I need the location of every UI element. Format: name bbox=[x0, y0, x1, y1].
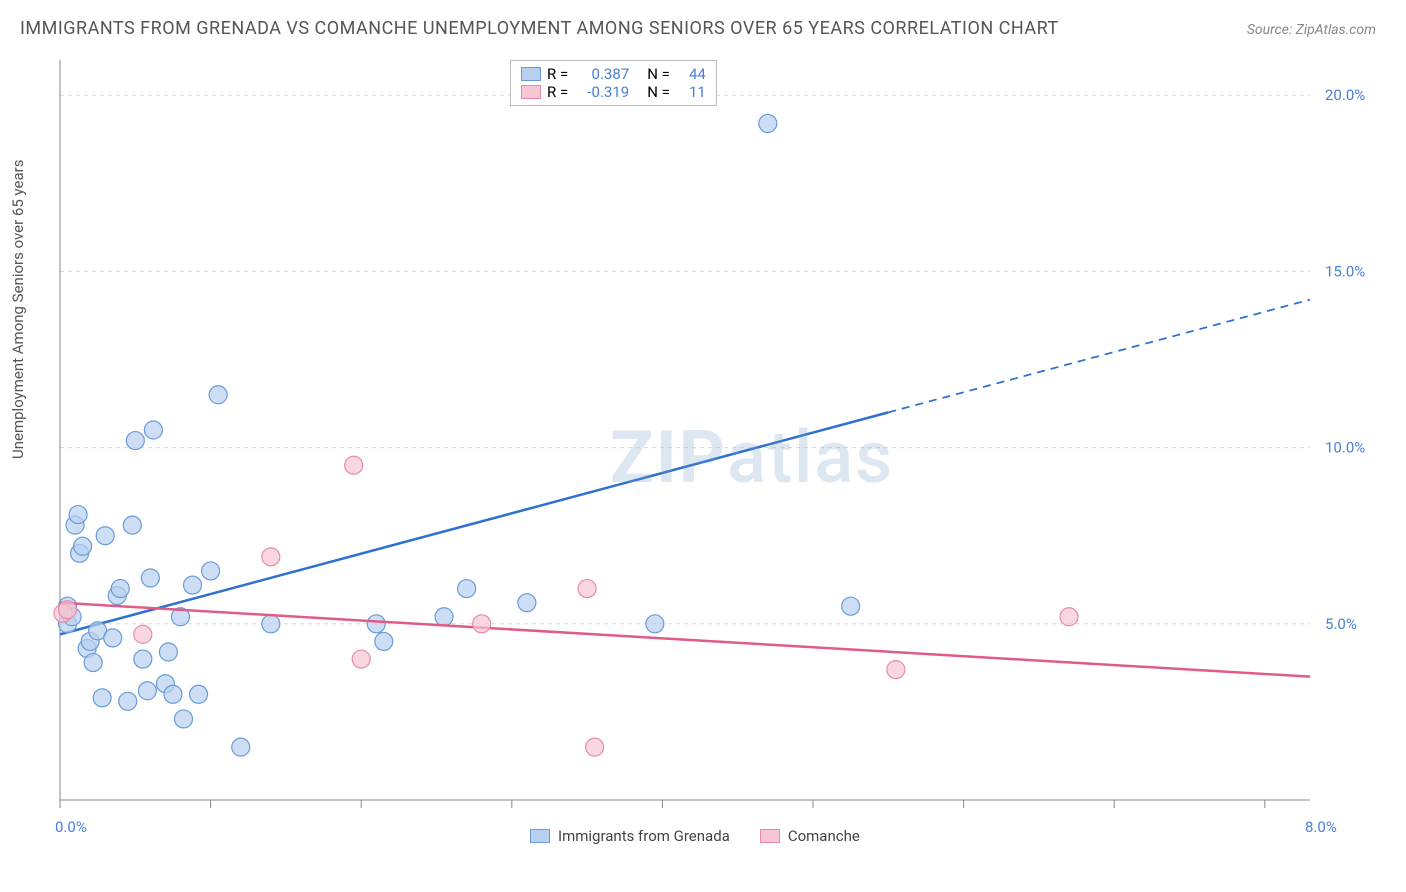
correlation-legend: R = 0.387 N = 44 R = -0.319 N = 11 bbox=[510, 60, 717, 106]
chart-source: Source: ZipAtlas.com bbox=[1247, 22, 1376, 38]
svg-text:15.0%: 15.0% bbox=[1325, 262, 1365, 280]
legend-row-comanche: R = -0.319 N = 11 bbox=[521, 83, 706, 101]
r-value: -0.319 bbox=[574, 83, 629, 101]
x-axis-start-label: 0.0% bbox=[55, 818, 87, 836]
x-axis-end-label: 8.0% bbox=[1305, 818, 1337, 836]
swatch-icon bbox=[521, 67, 541, 81]
r-label: R = bbox=[547, 83, 568, 101]
swatch-icon bbox=[530, 829, 550, 843]
legend-item-grenada: Immigrants from Grenada bbox=[530, 827, 730, 845]
legend-label: Comanche bbox=[788, 827, 860, 845]
n-value: 11 bbox=[676, 83, 706, 101]
n-label: N = bbox=[647, 65, 670, 83]
svg-text:5.0%: 5.0% bbox=[1325, 615, 1357, 633]
n-label: N = bbox=[647, 83, 670, 101]
legend-label: Immigrants from Grenada bbox=[558, 827, 730, 845]
swatch-icon bbox=[760, 829, 780, 843]
r-value: 0.387 bbox=[574, 65, 629, 83]
scatter-chart: 5.0% 10.0% 15.0% 20.0% bbox=[50, 55, 1390, 845]
swatch-icon bbox=[521, 85, 541, 99]
r-label: R = bbox=[547, 65, 568, 83]
n-value: 44 bbox=[676, 65, 706, 83]
legend-item-comanche: Comanche bbox=[760, 827, 860, 845]
legend-row-grenada: R = 0.387 N = 44 bbox=[521, 65, 706, 83]
svg-text:10.0%: 10.0% bbox=[1325, 439, 1365, 457]
chart-area: 5.0% 10.0% 15.0% 20.0% R = 0.387 N = 44 R =… bbox=[50, 55, 1390, 845]
svg-text:20.0%: 20.0% bbox=[1325, 86, 1365, 104]
y-axis-label: Unemployment Among Seniors over 65 years bbox=[9, 160, 27, 459]
series-legend: Immigrants from Grenada Comanche bbox=[530, 827, 860, 845]
chart-title: IMMIGRANTS FROM GRENADA VS COMANCHE UNEM… bbox=[20, 18, 1059, 39]
